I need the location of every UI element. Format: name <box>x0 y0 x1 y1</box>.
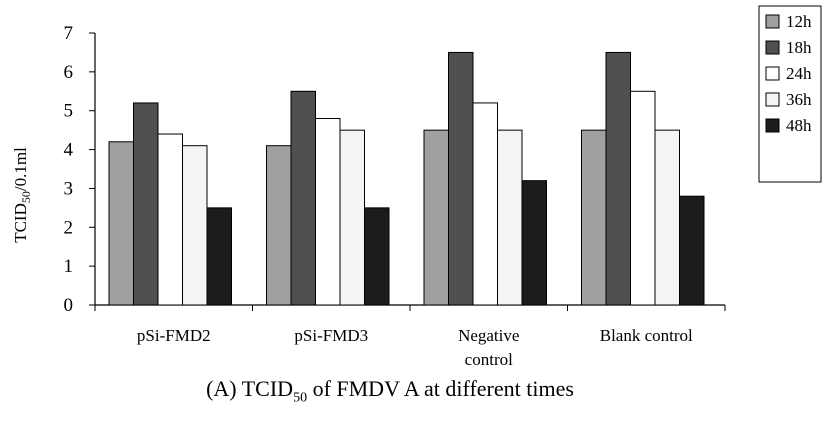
y-tick-label: 7 <box>64 23 74 44</box>
bar-12h-0 <box>108 141 134 306</box>
legend-swatch-48h <box>765 118 780 133</box>
bar-48h-3 <box>679 195 705 306</box>
legend-swatch-36h <box>765 92 780 107</box>
category-label: pSi-FMD2 <box>137 326 211 345</box>
bar-24h-1 <box>315 117 341 306</box>
chart-bars <box>108 51 705 306</box>
bar-12h-2 <box>423 129 449 306</box>
y-tick-label: 1 <box>64 256 74 277</box>
bar-18h-1 <box>290 90 316 306</box>
bar-36h-1 <box>339 129 365 306</box>
category-label: Blank control <box>600 326 693 345</box>
y-axis-label-post: /0.1ml <box>11 147 30 191</box>
bar-12h-1 <box>266 145 292 306</box>
bar-48h-0 <box>206 207 232 306</box>
bar-18h-0 <box>133 102 159 306</box>
bar-48h-1 <box>364 207 390 306</box>
legend-label-24h: 24h <box>786 64 812 83</box>
y-tick-label: 5 <box>64 101 74 122</box>
bar-24h-0 <box>157 133 183 306</box>
bar-36h-2 <box>497 129 523 306</box>
legend-label-18h: 18h <box>786 38 812 57</box>
y-tick-label: 3 <box>64 178 74 199</box>
y-tick-label: 2 <box>64 217 74 238</box>
chart-legend: 12h 18h 24h 36h 48h <box>758 5 822 183</box>
y-axis-label-sub: 50 <box>19 191 33 203</box>
y-axis-label: TCID50/0.1ml <box>11 147 33 243</box>
bar-36h-3 <box>654 129 680 306</box>
y-tick-label: 6 <box>64 62 74 83</box>
y-axis-label-pre: TCID <box>11 203 30 243</box>
bar-48h-2 <box>521 180 547 306</box>
caption-suffix: of FMDV A at different times <box>307 376 574 401</box>
category-labels: pSi-FMD2 pSi-FMD3 Negative control Blank con… <box>137 326 693 369</box>
category-label: control <box>465 350 513 369</box>
legend-swatch-18h <box>765 40 780 55</box>
caption-subscript: 50 <box>293 390 308 406</box>
category-label: Negative <box>458 326 519 345</box>
bar-24h-3 <box>630 90 656 306</box>
chart-caption: (A) TCID50 of FMDV A at different times <box>0 376 780 406</box>
bar-24h-2 <box>472 102 498 306</box>
y-tick-label: 4 <box>64 140 74 161</box>
bar-12h-3 <box>581 129 607 306</box>
bar-18h-3 <box>605 51 631 306</box>
legend-label-36h: 36h <box>786 90 812 109</box>
legend-label-48h: 48h <box>786 116 812 135</box>
y-tick-label: 0 <box>64 295 74 316</box>
bar-36h-0 <box>182 145 208 306</box>
caption-prefix: (A) TCID <box>206 376 294 401</box>
legend-swatch-12h <box>765 14 780 29</box>
bar-18h-2 <box>448 51 474 306</box>
category-label: pSi-FMD3 <box>294 326 368 345</box>
legend-swatch-24h <box>765 66 780 81</box>
legend-label-12h: 12h <box>786 12 812 31</box>
